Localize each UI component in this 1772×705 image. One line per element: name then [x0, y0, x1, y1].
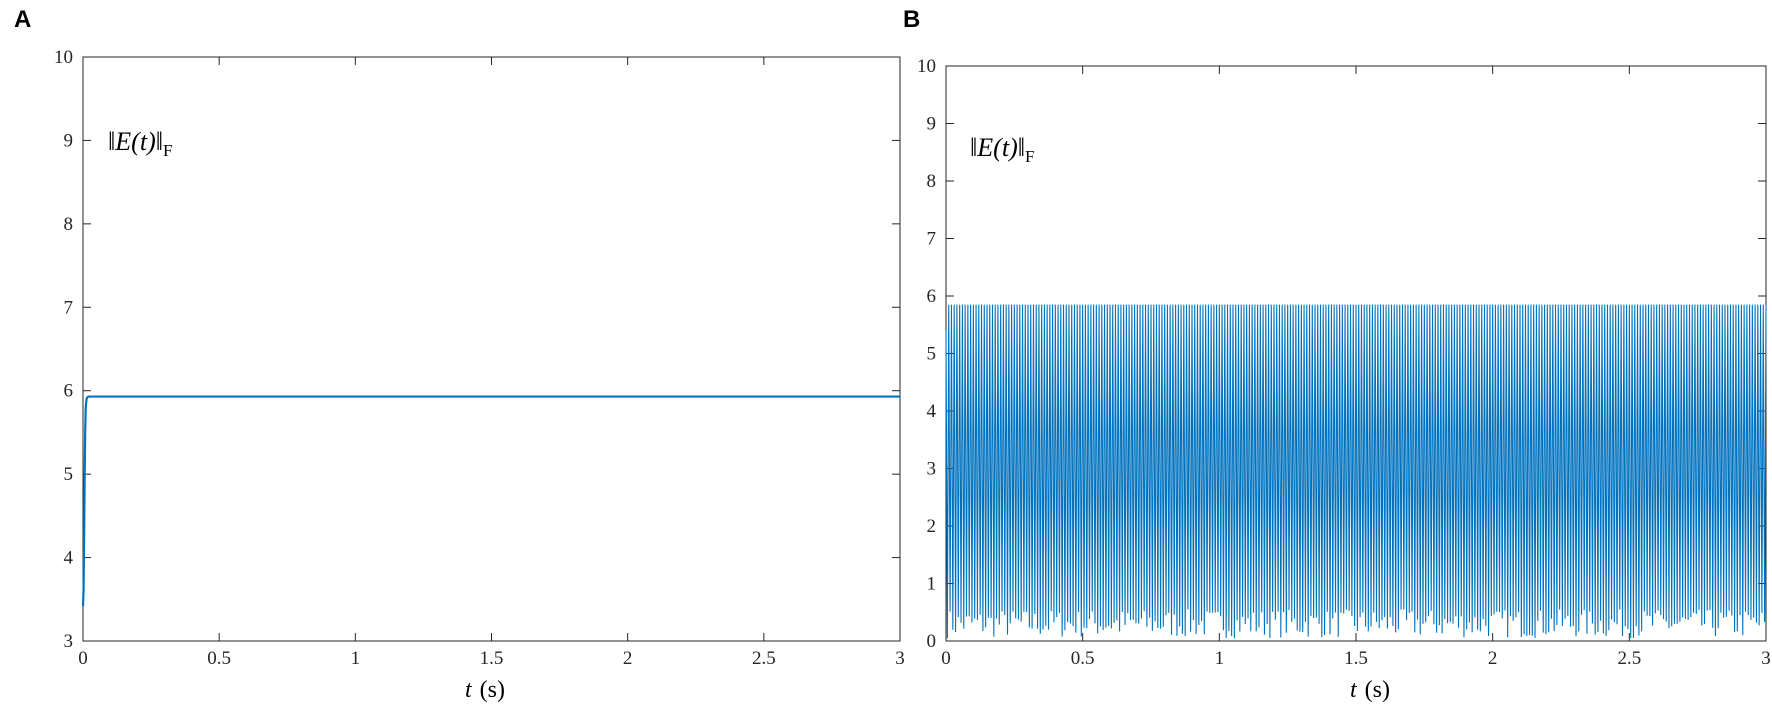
panel-a-ytick-label: 4: [64, 548, 74, 569]
panel-b-annotation-main: ‖E(t)‖: [970, 133, 1025, 162]
panel-b-xtick-label: 1.5: [1344, 648, 1368, 669]
panel-a-ytick-label: 8: [64, 214, 74, 235]
panel-a-ytick-label: 6: [64, 381, 74, 402]
panel-a-series-line: [81, 395, 900, 606]
panel-b-ytick-label: 8: [927, 171, 937, 192]
panel-b: B 0 0.5 1 1.5 2 2.5 3 0 1 2 3 4 5 6 7 8 9 10 ‖E(t)‖F t (s): [903, 6, 1771, 703]
panel-a-annotation-main: ‖E(t)‖: [108, 127, 163, 156]
panel-a-xtick-label: 0.5: [207, 648, 231, 669]
panel-b-letter: B: [903, 6, 920, 33]
panel-a-xtick-label: 1.5: [480, 648, 504, 669]
panel-b-ytick-label: 7: [927, 229, 937, 250]
panel-a-xlabel-var: t: [465, 677, 473, 703]
panel-b-annotation: ‖E(t)‖F: [970, 133, 1035, 166]
panel-b-ytick-label: 5: [927, 344, 937, 365]
panel-a-xlabel-unit: (s): [480, 677, 505, 703]
panel-a-xtick-label: 3: [895, 648, 905, 669]
panel-b-xtick-label: 0.5: [1071, 648, 1095, 669]
panel-b-ytick-label: 9: [927, 114, 937, 135]
panel-b-xtick-label: 3: [1761, 648, 1771, 669]
panel-a-axes-box: [82, 56, 901, 642]
panel-b-annotation-sub: F: [1025, 147, 1034, 166]
panel-b-xlabel-unit: (s): [1365, 677, 1390, 703]
panel-b-xlabel: t (s): [1350, 677, 1390, 703]
panel-b-ytick-label: 3: [927, 459, 937, 480]
panel-a-ytick-label: 3: [64, 631, 74, 652]
panel-a-ytick-label: 5: [64, 464, 74, 485]
panel-b-ytick-label: 6: [927, 286, 937, 307]
panel-a-xtick-label: 2.5: [752, 648, 776, 669]
panel-b-xtick-label: 0: [941, 648, 951, 669]
panel-b-ytick-label: 1: [927, 574, 937, 595]
panel-a-annotation: ‖E(t)‖F: [108, 127, 173, 160]
panel-a-ytick-label: 9: [64, 130, 74, 151]
panel-b-series-line: [945, 304, 1767, 639]
panel-a: A 0 0.5 1 1.5 2 2.5 3 3 4 5 6 7 8 9 10 ‖E(t)‖F t (s): [14, 6, 905, 703]
panel-a-ytick-label: 7: [64, 297, 74, 318]
panel-b-xtick-label: 1: [1215, 648, 1225, 669]
panel-a-xtick-label: 0: [78, 648, 88, 669]
panel-a-annotation-sub: F: [163, 141, 172, 160]
panel-b-ytick-label: 10: [917, 56, 936, 77]
panel-b-ytick-label: 4: [927, 401, 937, 422]
panel-b-xlabel-var: t: [1350, 677, 1358, 703]
panel-b-ytick-label: 0: [927, 631, 937, 652]
panel-b-xtick-label: 2: [1488, 648, 1498, 669]
panel-a-xtick-label: 1: [351, 648, 361, 669]
panel-a-xlabel: t (s): [465, 677, 505, 703]
panel-b-xtick-label: 2.5: [1617, 648, 1641, 669]
panel-b-ytick-label: 2: [927, 516, 937, 537]
panel-a-letter: A: [14, 6, 31, 33]
panel-a-xtick-label: 2: [623, 648, 633, 669]
panel-a-ytick-label: 10: [54, 47, 73, 68]
